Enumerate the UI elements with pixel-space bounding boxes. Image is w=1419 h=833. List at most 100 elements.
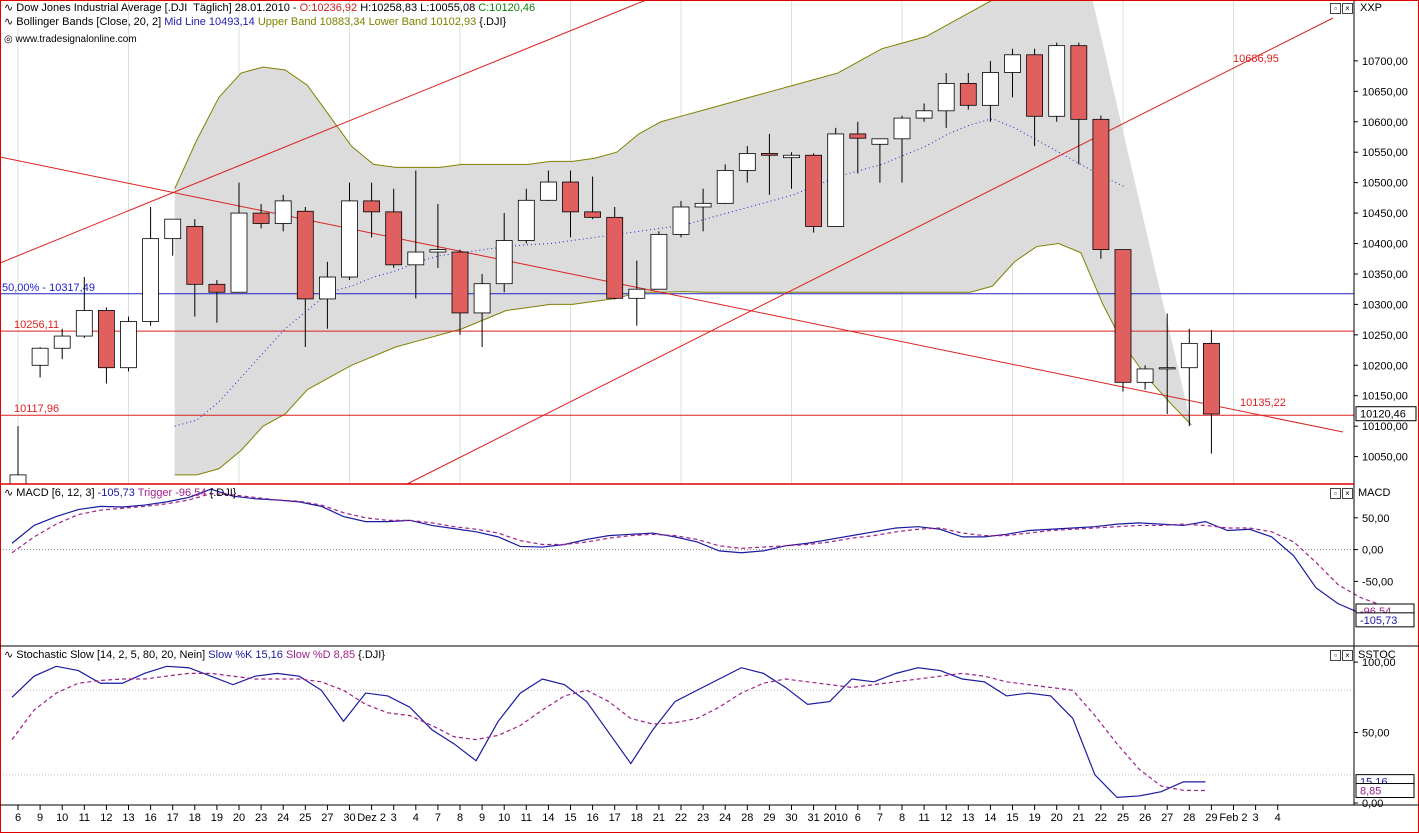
- y-tick-label: 10700,00: [1362, 56, 1408, 68]
- x-tick-label: 8: [899, 812, 905, 824]
- y-tick-label: 100,00: [1362, 657, 1396, 669]
- candle-body: [959, 83, 977, 106]
- candle-body: [761, 153, 778, 156]
- candle-body: [540, 181, 557, 201]
- restore-icon[interactable]: ▫: [1330, 650, 1341, 661]
- x-tick-label: 9: [479, 812, 485, 824]
- x-tick-label: Dez 2: [357, 812, 386, 824]
- x-tick-label: 29: [763, 812, 775, 824]
- stochastic-series-line: [11, 672, 1206, 792]
- x-tick-label: 22: [1095, 812, 1107, 824]
- x-tick-label: 24: [277, 812, 289, 824]
- y-tick-label: 50,00: [1362, 513, 1390, 525]
- macd-pane[interactable]: 50,000,00-50,00-96,54-105,73: [0, 488, 1415, 628]
- x-tick-label: 12: [100, 812, 112, 824]
- x-tick-label: 24: [719, 812, 731, 824]
- x-tick-label: 15: [1006, 812, 1018, 824]
- x-tick-label: 14: [984, 812, 996, 824]
- candle-body: [98, 310, 115, 369]
- level-label: 10256,11: [14, 319, 59, 331]
- candle-body: [937, 83, 955, 112]
- stochastic-k: Slow %K 15,16: [208, 649, 283, 661]
- candle-body: [1158, 367, 1176, 370]
- wave-icon: ∿: [4, 16, 17, 28]
- restore-icon[interactable]: ▫: [1330, 3, 1341, 14]
- candle-body: [363, 200, 381, 213]
- candle-body: [1203, 342, 1220, 415]
- candle-body: [849, 133, 867, 139]
- y-tick-label: 10200,00: [1362, 360, 1408, 372]
- x-tick-label: 7: [877, 812, 883, 824]
- candle-body: [1114, 249, 1132, 383]
- value-label: -105,73: [1360, 615, 1397, 627]
- x-tick-label: 25: [1117, 812, 1129, 824]
- candle-body: [672, 206, 690, 235]
- watermark-text: www.tradesignalonline.com: [15, 34, 137, 45]
- x-tick-label: 10: [56, 812, 68, 824]
- x-tick-label: 30: [343, 812, 355, 824]
- stochastic-symbol: {.DJI}: [358, 649, 386, 661]
- watermark-link[interactable]: ◎ www.tradesignalonline.com: [4, 33, 137, 46]
- x-tick-label: 22: [675, 812, 687, 824]
- y-tick-label: 10650,00: [1362, 86, 1408, 98]
- x-tick-label: 28: [1183, 812, 1195, 824]
- candle-body: [1026, 54, 1043, 117]
- bollinger-upper-line: [174, 0, 994, 189]
- trend-label: 10686,95: [1233, 53, 1279, 65]
- candle-body: [318, 276, 336, 300]
- close-icon[interactable]: ×: [1342, 650, 1353, 661]
- x-tick-label: 11: [521, 812, 532, 824]
- last-price-box: [1355, 406, 1417, 422]
- x-tick-label: 18: [631, 812, 643, 824]
- quote-date: 28.01.2010: [234, 2, 290, 14]
- candle-body: [982, 72, 999, 106]
- x-tick-label: 21: [1073, 812, 1085, 824]
- candle-body: [451, 251, 469, 314]
- x-tick-label: 20: [233, 812, 245, 824]
- y-tick-label: 50,00: [1362, 728, 1390, 740]
- x-tick-label: 27: [321, 812, 333, 824]
- x-tick-label: 14: [542, 812, 554, 824]
- candle-body: [893, 117, 911, 140]
- stochastic-legend: ∿ Stochastic Slow [14, 2, 5, 80, 20, Nei…: [4, 649, 385, 662]
- x-tick-label: 20: [1051, 812, 1063, 824]
- price-pane[interactable]: 50,00% - 10317,49 10256,11 10117,96 10686,9…: [0, 0, 1417, 485]
- x-tick-label: 16: [144, 812, 156, 824]
- stochastic-series-line: [11, 665, 1206, 798]
- y-tick-label: 10250,00: [1362, 330, 1408, 342]
- close-icon[interactable]: ×: [1342, 488, 1353, 499]
- candle-body: [562, 181, 579, 213]
- candle-body: [407, 251, 425, 266]
- x-tick-label: 9: [37, 812, 43, 824]
- x-tick-label: 15: [564, 812, 576, 824]
- x-tick-label: 31: [807, 812, 819, 824]
- candle-body: [1180, 342, 1198, 369]
- x-tick-label: 4: [1275, 812, 1281, 824]
- y-tick-label: 10600,00: [1362, 117, 1408, 129]
- x-tick-label: 13: [122, 812, 134, 824]
- x-tick-label: 26: [1139, 812, 1151, 824]
- candle-body: [1136, 368, 1154, 383]
- candle-body: [1092, 118, 1110, 251]
- bollinger-lower: Lower Band 10102,93: [368, 16, 477, 28]
- candle-body: [31, 347, 49, 366]
- open-value: O:10236,92: [299, 2, 358, 14]
- bollinger-symbol: {.DJI}: [479, 16, 507, 28]
- close-icon[interactable]: ×: [1342, 3, 1353, 14]
- y-tick-label: 10100,00: [1362, 421, 1408, 433]
- y-tick-label: 10500,00: [1362, 178, 1408, 190]
- restore-icon[interactable]: ▫: [1330, 488, 1341, 499]
- stochastic-d: Slow %D 8,85: [285, 649, 356, 661]
- stochastic-name: Stochastic Slow [14, 2, 5, 80, 20, Nein]: [16, 649, 206, 661]
- close-value: C:10120,46: [478, 2, 536, 14]
- x-tick-label: 17: [609, 812, 621, 824]
- x-tick-label: 4: [413, 812, 419, 824]
- level-label: 50,00% - 10317,49: [2, 282, 95, 294]
- macd-trigger: Trigger -96,54: [137, 487, 207, 499]
- candle-body: [827, 133, 845, 227]
- candle-body: [716, 170, 734, 204]
- x-tick-label: 28: [741, 812, 753, 824]
- candle-body: [341, 200, 358, 278]
- x-tick-label: 19: [211, 812, 223, 824]
